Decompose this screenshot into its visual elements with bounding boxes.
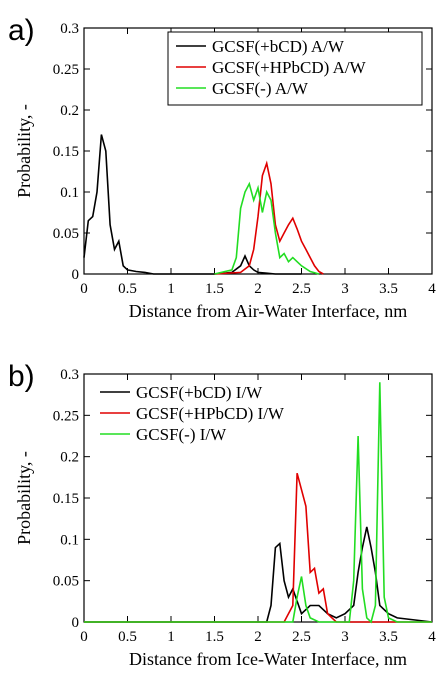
x-axis-label: Distance from Ice-Water Interface, nm — [129, 649, 407, 669]
x-tick-label: 3 — [341, 281, 349, 297]
legend-label: GCSF(+bCD) I/W — [136, 383, 263, 402]
data-line — [84, 472, 432, 623]
y-tick-label: 0.2 — [60, 103, 79, 119]
x-tick-label: 2.5 — [292, 281, 311, 297]
y-tick-label: 0.15 — [53, 144, 79, 160]
x-tick-label: 1.5 — [205, 281, 224, 297]
y-tick-label: 0.3 — [60, 367, 79, 383]
y-tick-label: 0.1 — [60, 185, 79, 201]
legend-label: GCSF(+bCD) A/W — [212, 37, 345, 56]
y-tick-label: 0.25 — [53, 408, 79, 424]
y-axis-label: Probability, - — [14, 451, 34, 545]
data-line — [214, 181, 320, 275]
y-tick-label: 0 — [72, 615, 80, 631]
x-tick-label: 0 — [80, 281, 88, 297]
x-tick-label: 3.5 — [379, 281, 398, 297]
legend-label: GCSF(-) A/W — [212, 79, 309, 98]
x-tick-label: 1.5 — [205, 629, 224, 645]
x-tick-label: 3.5 — [379, 629, 398, 645]
x-tick-label: 0 — [80, 629, 88, 645]
panel-label: b) — [8, 360, 35, 393]
data-line — [84, 526, 433, 623]
data-line — [83, 134, 302, 275]
x-tick-label: 2.5 — [292, 629, 311, 645]
x-tick-label: 1 — [167, 629, 175, 645]
y-tick-label: 0.1 — [60, 532, 79, 548]
y-tick-label: 0.05 — [53, 574, 79, 590]
legend-label: GCSF(+HPbCD) I/W — [136, 404, 285, 423]
x-tick-label: 1 — [167, 281, 175, 297]
x-tick-label: 4 — [428, 281, 436, 297]
y-axis-label: Probability, - — [14, 104, 34, 198]
x-tick-label: 4 — [428, 629, 436, 645]
x-tick-label: 3 — [341, 629, 349, 645]
x-tick-label: 0.5 — [118, 629, 137, 645]
y-tick-label: 0.3 — [60, 21, 79, 37]
x-tick-label: 2 — [254, 281, 262, 297]
panel-label: a) — [8, 14, 35, 47]
data-line — [84, 382, 432, 624]
data-line — [214, 160, 324, 275]
x-tick-label: 0.5 — [118, 281, 137, 297]
y-tick-label: 0.05 — [53, 226, 79, 242]
x-axis-label: Distance from Air-Water Interface, nm — [129, 301, 408, 321]
y-tick-label: 0.2 — [60, 450, 79, 466]
y-tick-label: 0.25 — [53, 62, 79, 78]
legend-frame — [167, 31, 423, 106]
y-tick-label: 0.15 — [53, 491, 79, 507]
legend-label: GCSF(+HPbCD) A/W — [212, 58, 367, 77]
y-tick-label: 0 — [72, 267, 80, 283]
x-tick-label: 2 — [254, 629, 262, 645]
legend-label: GCSF(-) I/W — [136, 425, 227, 444]
